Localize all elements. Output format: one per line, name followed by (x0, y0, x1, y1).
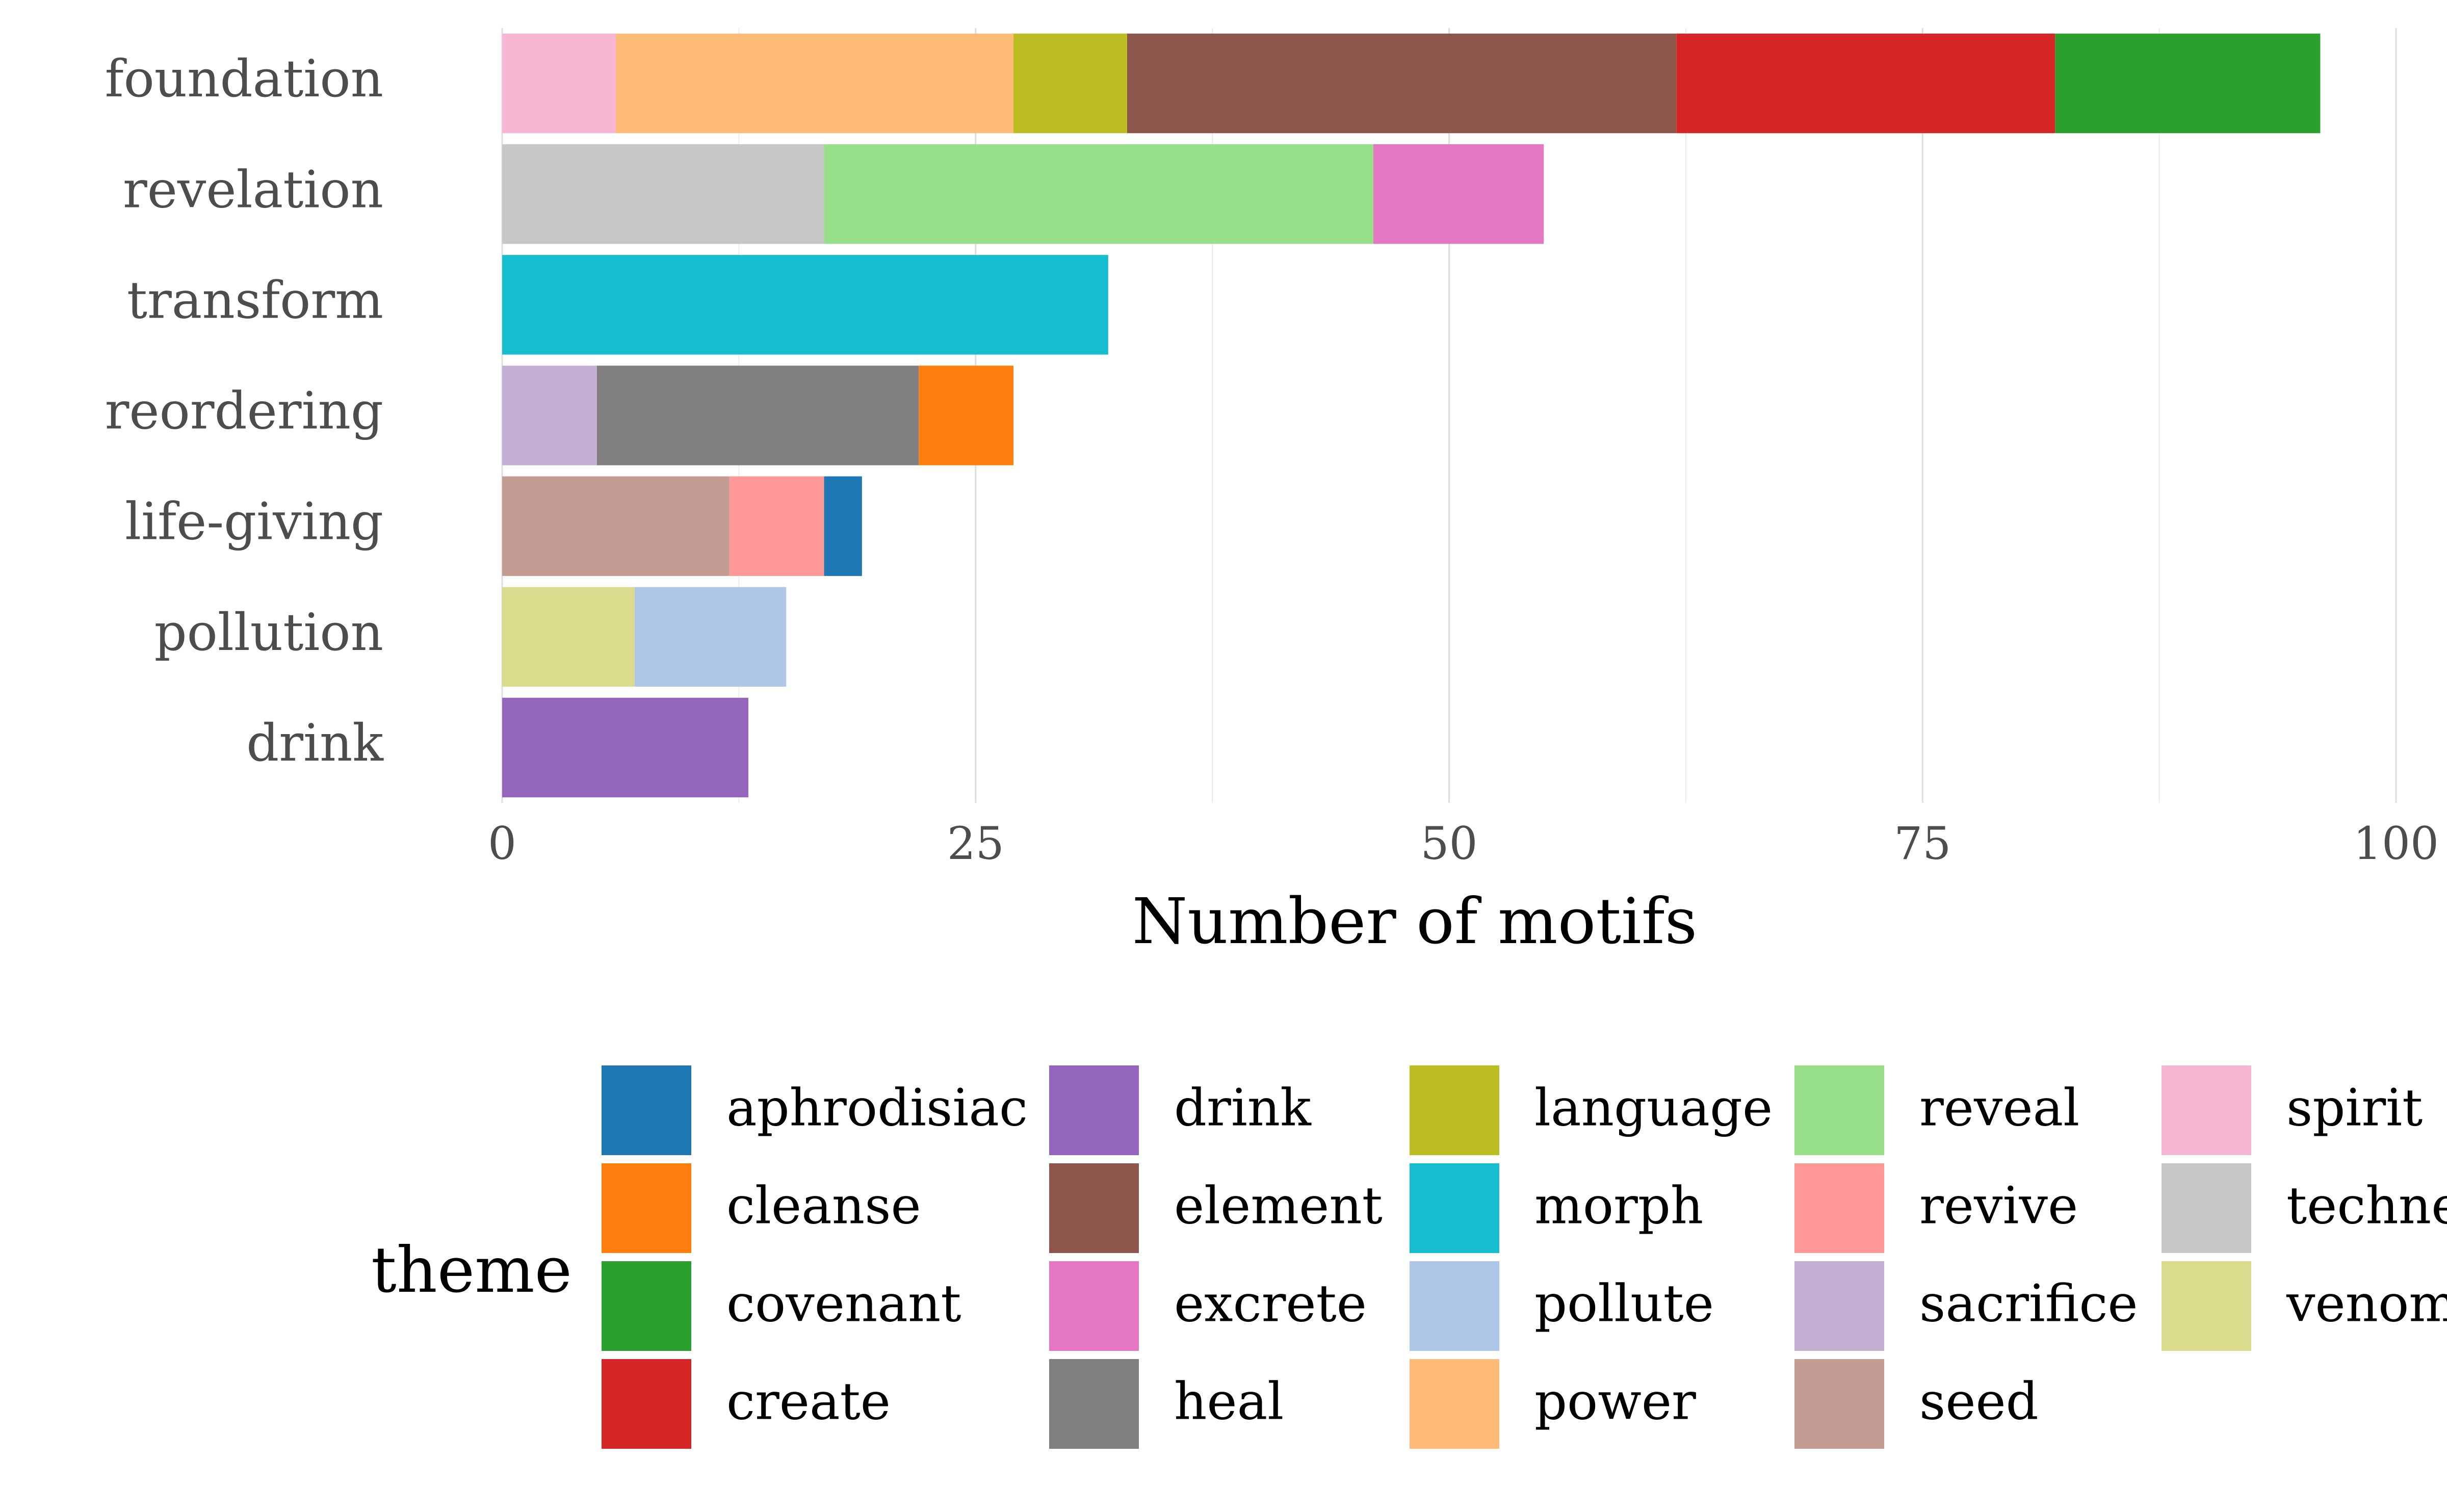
bar-segment-life-giving-revive (729, 476, 824, 576)
x-tick-label: 0 (488, 817, 516, 870)
legend-key-seed (1794, 1359, 1884, 1449)
legend-key-element (1049, 1163, 1139, 1253)
bar-segments (502, 33, 2321, 798)
bar-segment-revelation-reveal (824, 144, 1373, 244)
bar-segment-reordering-sacrifice (502, 366, 597, 465)
legend-title: theme (371, 1234, 572, 1307)
legend-label-pollute: pollute (1534, 1274, 1714, 1334)
legend-key-drink (1049, 1065, 1139, 1155)
bar-segment-revelation-techne (502, 144, 824, 244)
category-label-pollution: pollution (154, 603, 383, 662)
category-label-transform: transform (127, 270, 383, 330)
bar-segment-reordering-heal (596, 366, 919, 465)
x-axis-title: Number of motifs (1132, 885, 1698, 958)
x-tick-label: 100 (2353, 817, 2439, 870)
legend-key-sacrifice (1794, 1261, 1884, 1351)
legend-items: aphrodisiac cleanse covenant create drink ele… (602, 1065, 2447, 1449)
legend-label-element: element (1174, 1176, 1383, 1236)
bar-segment-pollution-pollute (635, 587, 787, 687)
legend-label-heal: heal (1174, 1372, 1284, 1431)
x-tick-label: 75 (1894, 817, 1951, 870)
bar-segment-drink-drink (502, 697, 748, 798)
bar-segment-life-giving-aphrodisiac (824, 476, 862, 576)
legend-key-revive (1794, 1163, 1884, 1253)
legend-label-excrete: excrete (1174, 1274, 1367, 1334)
bar-segment-foundation-power (615, 33, 1014, 134)
legend-key-covenant (602, 1261, 691, 1351)
legend-label-morph: morph (1534, 1176, 1703, 1236)
bar-segment-reordering-cleanse (919, 366, 1014, 465)
category-label-reordering: reordering (105, 381, 383, 441)
legend-label-power: power (1534, 1372, 1696, 1431)
bar-segment-foundation-covenant (2055, 33, 2321, 134)
legend-key-heal (1049, 1359, 1139, 1449)
legend-key-aphrodisiac (602, 1065, 691, 1155)
legend-key-pollute (1410, 1261, 1499, 1351)
legend-key-morph (1410, 1163, 1499, 1253)
legend-label-create: create (726, 1372, 891, 1431)
legend-key-reveal (1794, 1065, 1884, 1155)
legend-label-sacrifice: sacrifice (1919, 1274, 2138, 1334)
bar-segment-foundation-spirit (502, 33, 616, 134)
legend-key-language (1410, 1065, 1499, 1155)
x-tick-labels: 0 25 50 75 100 (488, 817, 2439, 870)
bar-segment-foundation-element (1127, 33, 1677, 134)
bar-segment-foundation-language (1013, 33, 1127, 134)
legend-key-venom (2162, 1261, 2251, 1351)
category-label-life-giving: life-giving (125, 492, 383, 552)
legend-key-power (1410, 1359, 1499, 1449)
legend: theme aphrodisiac cleanse covenant create dr… (371, 1065, 2447, 1449)
legend-label-spirit: spirit (2286, 1078, 2423, 1138)
legend-label-seed: seed (1919, 1372, 2039, 1431)
legend-label-revive: revive (1919, 1176, 2078, 1236)
category-labels: foundation revelation transform reordering l… (105, 49, 384, 773)
category-label-revelation: revelation (123, 160, 383, 219)
category-label-foundation: foundation (105, 49, 383, 109)
legend-key-spirit (2162, 1065, 2251, 1155)
legend-label-reveal: reveal (1919, 1078, 2079, 1138)
x-tick-label: 25 (947, 817, 1004, 870)
legend-label-aphrodisiac: aphrodisiac (726, 1078, 1028, 1138)
bar-segment-transform-morph (502, 255, 1108, 355)
category-label-drink: drink (246, 713, 384, 773)
x-tick-label: 50 (1421, 817, 1478, 870)
legend-key-excrete (1049, 1261, 1139, 1351)
legend-label-techne: techne (2286, 1176, 2447, 1236)
legend-label-drink: drink (1174, 1078, 1312, 1138)
legend-key-cleanse (602, 1163, 691, 1253)
legend-key-techne (2162, 1163, 2251, 1253)
legend-label-covenant: covenant (726, 1274, 961, 1334)
legend-label-cleanse: cleanse (726, 1176, 921, 1236)
legend-key-create (602, 1359, 691, 1449)
bar-segment-life-giving-seed (502, 476, 730, 576)
bar-segment-foundation-create (1676, 33, 2055, 134)
bar-segment-revelation-excrete (1373, 144, 1544, 244)
legend-label-language: language (1534, 1078, 1773, 1138)
legend-label-venom: venom (2286, 1274, 2447, 1334)
bar-segment-pollution-venom (502, 587, 635, 687)
